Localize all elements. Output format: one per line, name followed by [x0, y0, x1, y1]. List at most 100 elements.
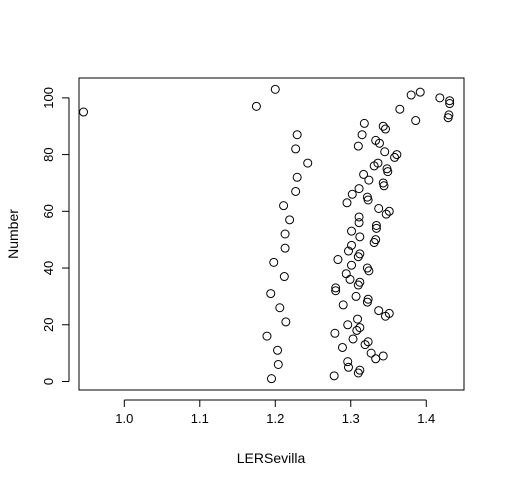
data-point: [262, 331, 272, 341]
y-tick-label: 40: [41, 261, 56, 275]
data-point: [443, 113, 453, 123]
y-tick-label: 100: [41, 87, 56, 109]
data-point: [291, 186, 301, 196]
data-point: [355, 232, 365, 242]
data-point: [269, 257, 279, 267]
data-point: [353, 314, 363, 324]
y-tick-label: 80: [41, 147, 56, 161]
x-tick-label: 1.3: [342, 411, 360, 426]
data-point: [354, 218, 364, 228]
data-point: [362, 297, 372, 307]
data-point: [279, 272, 289, 282]
data-point: [353, 252, 363, 262]
data-point: [363, 195, 373, 205]
data-point: [344, 362, 353, 372]
data-point: [380, 311, 390, 321]
data-point: [303, 158, 313, 168]
data-point: [353, 280, 363, 290]
data-point: [395, 104, 405, 114]
data-point: [333, 255, 343, 265]
data-point: [347, 260, 357, 270]
data-point: [348, 334, 358, 344]
data-point: [380, 124, 390, 134]
data-point: [411, 116, 421, 126]
y-tick-label: 0: [41, 378, 56, 385]
data-point: [342, 198, 352, 208]
x-tick-label: 1.0: [115, 411, 133, 426]
data-point: [359, 169, 369, 179]
data-point: [347, 189, 357, 199]
x-tick-label: 1.4: [417, 411, 435, 426]
data-point: [374, 138, 384, 148]
data-point: [329, 371, 339, 381]
data-point: [331, 286, 341, 296]
data-point: [351, 291, 361, 301]
x-axis: 1.0 1.1 1.2 1.3 1.4: [115, 399, 435, 426]
data-point: [352, 325, 362, 335]
data-point: [270, 84, 280, 94]
data-point: [371, 223, 381, 233]
x-axis-label: LERSevilla: [237, 450, 306, 466]
data-point: [364, 175, 374, 185]
data-point: [371, 220, 381, 230]
y-axis: 0 20 40 60 80 100: [41, 87, 70, 385]
data-point: [366, 348, 376, 358]
y-axis-label: Number: [5, 209, 21, 259]
data-point: [354, 184, 364, 194]
data-point: [374, 203, 384, 213]
data-point: [384, 206, 394, 216]
data-point: [445, 96, 455, 106]
data-point: [343, 357, 353, 367]
data-point: [291, 144, 301, 154]
data-point: [435, 93, 445, 103]
data-point: [347, 240, 357, 250]
data-point: [378, 351, 388, 361]
data-point: [355, 323, 365, 333]
data-point: [353, 141, 363, 151]
data-point: [406, 90, 416, 100]
data-point: [383, 167, 393, 177]
data-point: [273, 359, 283, 369]
data-point: [273, 345, 283, 355]
data-point: [347, 226, 357, 236]
data-point: [280, 229, 290, 239]
data-point: [266, 289, 276, 299]
data-point: [381, 209, 391, 219]
data-point: [337, 342, 347, 352]
data-point: [275, 303, 285, 313]
x-tick-label: 1.2: [266, 411, 284, 426]
data-points: [79, 84, 455, 384]
data-point: [292, 172, 302, 182]
data-point: [445, 99, 455, 109]
data-point: [415, 87, 425, 97]
data-point: [359, 118, 369, 128]
data-point: [353, 368, 363, 378]
x-tick-label: 1.1: [191, 411, 209, 426]
data-point: [338, 300, 348, 310]
data-point: [369, 161, 379, 171]
data-point: [364, 266, 374, 276]
data-point: [357, 130, 367, 140]
data-point: [267, 374, 276, 384]
data-point: [344, 246, 353, 256]
data-point: [390, 152, 400, 162]
data-point: [281, 317, 291, 327]
y-tick-label: 20: [41, 318, 56, 332]
data-point: [378, 121, 388, 131]
data-point: [251, 101, 261, 111]
data-point: [371, 354, 381, 364]
data-point: [330, 328, 340, 338]
data-point: [331, 283, 341, 293]
data-point: [341, 269, 351, 279]
data-point: [363, 337, 373, 347]
data-point: [379, 181, 389, 191]
data-point: [79, 107, 89, 117]
plot-area-frame: [78, 77, 465, 391]
data-point: [374, 306, 384, 316]
data-point: [343, 320, 353, 330]
data-point: [279, 201, 289, 211]
data-point: [392, 150, 402, 160]
data-point: [280, 243, 290, 253]
